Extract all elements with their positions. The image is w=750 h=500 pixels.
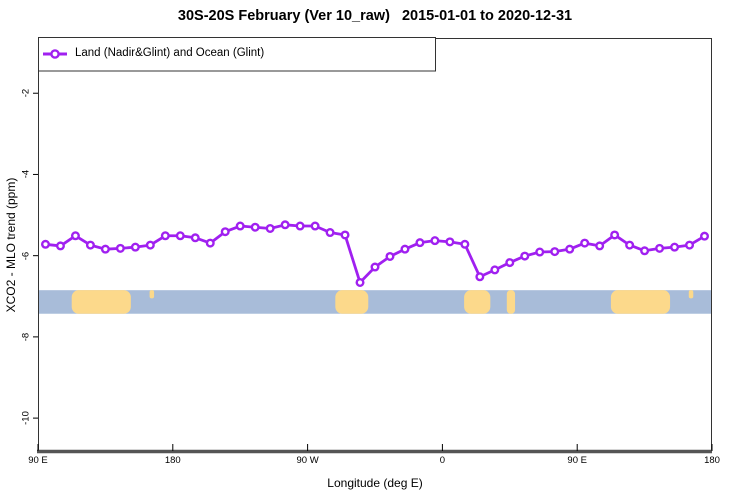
data-point-marker — [685, 240, 695, 250]
data-point-marker — [340, 230, 350, 240]
land-ocean-strip — [38, 290, 712, 314]
data-point-marker — [640, 246, 650, 256]
legend-entry-label: Land (Nadir&Glint) and Ocean (Glint) — [75, 47, 265, 59]
y-tick-label: -2 — [20, 88, 32, 98]
data-point-marker — [400, 244, 410, 254]
data-point-marker — [505, 258, 515, 268]
land-patch-south-america — [335, 290, 369, 314]
x-tick-label: 0 — [439, 455, 446, 466]
data-point-marker — [415, 238, 425, 248]
x-tick-label: 180 — [704, 455, 720, 466]
data-point-marker — [40, 239, 50, 249]
data-point-marker — [655, 243, 665, 253]
y-axis-title: XCO2 - MLO trend (ppm) — [4, 177, 18, 313]
data-point-marker — [430, 236, 440, 246]
data-point-marker — [520, 251, 530, 261]
legend-box — [38, 37, 436, 72]
data-point-marker — [310, 221, 320, 231]
data-point-marker — [610, 230, 620, 240]
data-point-marker — [115, 243, 125, 253]
data-point-marker — [460, 239, 470, 249]
data-point-marker — [385, 251, 395, 261]
data-point-marker — [175, 231, 185, 241]
ocean-band — [38, 290, 712, 314]
data-point-marker — [580, 238, 590, 248]
y-tick-label: -4 — [20, 170, 32, 179]
y-tick-label: -8 — [20, 332, 32, 342]
data-point-marker — [370, 262, 380, 272]
legend-frame — [38, 37, 436, 72]
x-tick-label: 180 — [164, 455, 181, 466]
data-point-marker — [250, 222, 260, 232]
data-point-marker — [445, 237, 455, 247]
data-point-marker — [70, 231, 80, 241]
series-polyline — [45, 223, 706, 284]
data-point-marker — [265, 223, 275, 233]
land-patch-australia — [71, 290, 131, 314]
legend-marker-icon — [50, 49, 60, 59]
x-tick-label: 90 W — [296, 455, 319, 466]
data-point-marker — [205, 238, 215, 248]
x-axis-title: Longitude (deg E) — [327, 476, 423, 490]
chart-title: 30S-20S February (Ver 10_raw) 2015-01-01… — [177, 8, 573, 24]
data-point-marker — [475, 272, 485, 282]
land-patch-new-caledonia — [149, 290, 155, 299]
land-patch-australia-wrap — [610, 290, 671, 314]
data-point-marker — [700, 231, 710, 241]
data-point-marker — [595, 241, 605, 251]
data-point-marker — [190, 233, 200, 243]
data-series-line — [40, 220, 710, 287]
land-patch-madagascar — [506, 290, 516, 314]
data-point-marker — [280, 220, 290, 230]
data-point-marker — [295, 221, 305, 231]
data-point-marker — [490, 265, 500, 275]
data-point-marker — [220, 227, 230, 237]
data-point-marker — [355, 277, 365, 287]
data-point-marker — [325, 228, 335, 238]
data-point-marker — [550, 247, 560, 257]
data-point-marker — [535, 247, 545, 257]
x-tick-label: 90 E — [28, 455, 48, 466]
data-point-marker — [160, 231, 170, 241]
y-tick-label: -6 — [20, 251, 32, 260]
land-patch-new-caledonia-wrap — [688, 290, 694, 299]
data-point-marker — [145, 240, 155, 250]
data-point-marker — [235, 221, 245, 231]
data-point-marker — [625, 240, 635, 250]
data-point-marker — [565, 244, 575, 254]
x-tick-label: 90 E — [567, 455, 587, 466]
y-tick-label: -10 — [20, 411, 32, 425]
data-point-marker — [130, 242, 140, 252]
data-point-marker — [670, 242, 680, 252]
data-point-marker — [85, 240, 95, 250]
data-point-marker — [100, 244, 110, 254]
land-patch-africa — [464, 290, 491, 314]
data-point-marker — [55, 241, 65, 251]
